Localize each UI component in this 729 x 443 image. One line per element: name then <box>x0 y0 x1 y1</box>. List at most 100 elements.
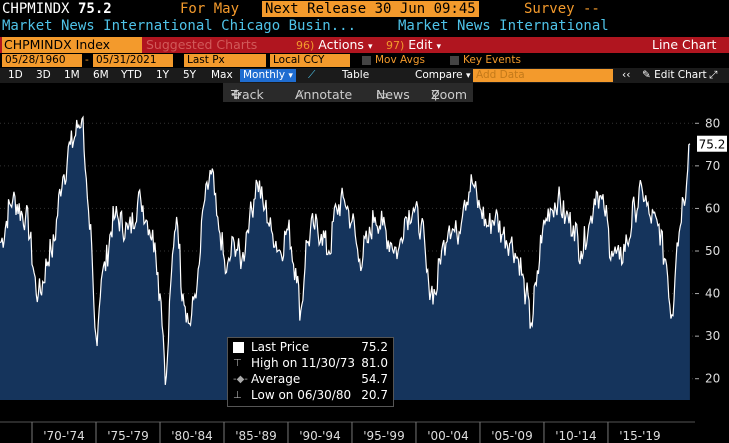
last-value: 75.2 <box>78 1 112 17</box>
edit-num: 97) <box>386 39 405 52</box>
x-tick-label: '05-'09 <box>491 429 532 443</box>
date-separator: - <box>85 54 89 66</box>
range-5y[interactable]: 5Y <box>183 69 197 81</box>
y-tick-label: 70 <box>705 159 720 173</box>
range-3d[interactable]: 3D <box>36 69 51 81</box>
y-tick-label: 30 <box>705 329 720 343</box>
x-tick-label: '80-'84 <box>171 429 212 443</box>
price-chart[interactable]: 20 30 40 50 60 70 80 '70-'74 '75-'79 '80-'84 '85-… <box>0 102 729 443</box>
x-tick-label: '70-'74 <box>43 429 84 443</box>
x-tick-label: '10-'14 <box>555 429 596 443</box>
menu-bar <box>0 37 729 53</box>
mov-avgs-checkbox[interactable] <box>362 56 371 65</box>
range-max[interactable]: Max <box>211 69 233 81</box>
y-tick-label: 20 <box>705 372 720 386</box>
y-tick-label: 50 <box>705 244 720 258</box>
news-label: News <box>376 87 410 102</box>
legend-label: Low on 06/30/80 <box>251 388 352 402</box>
y-tick-label: 60 <box>705 201 720 215</box>
field-select[interactable]: Last Px <box>184 54 266 67</box>
period-label: For May <box>180 1 240 17</box>
legend-average: -◆- Average 54.7 <box>233 372 388 387</box>
source-left: Market News International Chicago Busin.… <box>2 18 357 34</box>
last-value-box <box>697 135 727 152</box>
chart-toolbar: ✣ Track ⟋ Annotate ▭ News ⚲ Zoom <box>223 83 473 102</box>
legend-label: Last Price <box>251 340 310 354</box>
track-label: Track <box>231 87 264 102</box>
actions-label: Actions <box>318 37 364 52</box>
collapse-icon[interactable]: ‹‹ <box>622 69 631 81</box>
low-marker-icon: ⊥ <box>233 390 242 401</box>
edit-menu[interactable]: 97) Edit ▾ <box>386 37 441 53</box>
frequency-select[interactable]: Monthly ▾ <box>240 69 296 82</box>
expand-icon[interactable]: ⤢ <box>709 69 718 81</box>
chevron-down-icon: ▾ <box>367 42 373 52</box>
legend-low: ⊥ Low on 06/30/80 20.7 <box>233 388 388 403</box>
price-line <box>0 115 691 385</box>
chevron-down-icon: ▾ <box>465 71 471 81</box>
x-tick-label: '15-'19 <box>619 429 660 443</box>
legend-value: 54.7 <box>361 372 388 386</box>
crosshair-icon: ✣ <box>231 87 242 102</box>
annotate-icon: ⟋ <box>295 87 304 102</box>
line-chart-icon[interactable]: ⟋ <box>308 69 316 81</box>
legend-value: 20.7 <box>361 388 388 402</box>
end-date[interactable]: 05/31/2021 <box>93 54 173 67</box>
ticker-symbol[interactable]: CHPMINDX <box>2 1 70 17</box>
chevron-down-icon: ▾ <box>288 71 293 81</box>
legend-value: 81.0 <box>361 356 388 370</box>
compare-button[interactable]: Compare ▾ <box>415 68 471 84</box>
range-ytd[interactable]: YTD <box>121 69 142 81</box>
area-fill <box>0 117 690 401</box>
key-events-checkbox[interactable] <box>450 56 459 65</box>
high-marker-icon: ⊤ <box>233 358 242 369</box>
header-row: CHPMINDX 75.2 For May Next Release 30 Ju… <box>0 0 729 19</box>
zoom-label: Zoom <box>431 87 468 102</box>
survey: Survey -- <box>524 1 600 17</box>
params-bar: 05/28/1960 - 05/31/2021 Last Px Local CC… <box>0 54 729 68</box>
security-field[interactable]: CHPMINDX Index <box>2 37 142 53</box>
range-1d[interactable]: 1D <box>8 69 23 81</box>
x-axis: '70-'74 '75-'79 '80-'84 '85-'89 '90-'94 '95-'… <box>0 400 729 443</box>
zoom-icon: ⚲ <box>431 87 441 102</box>
table-button[interactable]: Table <box>342 69 370 81</box>
range-1y[interactable]: 1Y <box>156 69 170 81</box>
range-6m[interactable]: 6M <box>93 69 109 81</box>
chevron-down-icon: ▾ <box>436 42 442 52</box>
range-1m[interactable]: 1M <box>64 69 80 81</box>
news-icon: ▭ <box>376 87 388 102</box>
frequency-label: Monthly <box>243 69 286 81</box>
x-tick-label: '90-'94 <box>299 429 340 443</box>
suggested-charts[interactable]: Suggested Charts <box>146 37 258 52</box>
x-tick-label: '75-'79 <box>107 429 148 443</box>
pencil-icon: ✎ <box>642 69 655 81</box>
edit-chart-label: Edit Chart <box>654 69 707 81</box>
y-tick-label: 80 <box>705 116 720 130</box>
source-row: Market News International Chicago Busin.… <box>0 18 729 36</box>
currency-select[interactable]: Local CCY <box>270 54 350 67</box>
legend-label: High on 11/30/73 <box>251 356 356 370</box>
actions-num: 96) <box>296 39 315 52</box>
edit-label: Edit <box>408 37 433 52</box>
legend-value: 75.2 <box>361 340 388 354</box>
legend-last-price: Last Price 75.2 <box>233 340 388 355</box>
last-value-text: 75.2 <box>699 138 726 152</box>
legend-high: ⊤ High on 11/30/73 81.0 <box>233 356 388 371</box>
annotate-label: Annotate <box>295 87 353 102</box>
source-right: Market News International <box>398 18 609 34</box>
compare-label: Compare <box>415 69 463 81</box>
edit-chart-button[interactable]: ✎ Edit Chart <box>642 68 707 83</box>
square-icon <box>233 342 244 353</box>
range-bar: 1D 3D 1M 6M YTD 1Y 5Y Max Monthly ▾ ⟋ Ta… <box>0 68 729 83</box>
legend-label: Average <box>251 372 301 386</box>
x-tick-label: '00-'04 <box>427 429 468 443</box>
last-value-marker: 75.2 <box>697 135 727 152</box>
next-release: Next Release 30 Jun 09:45 <box>262 1 479 17</box>
start-date[interactable]: 05/28/1960 <box>2 54 82 67</box>
actions-menu[interactable]: 96) Actions ▾ <box>296 37 372 53</box>
add-data-input[interactable]: Add Data <box>473 69 613 82</box>
chart-type[interactable]: Line Chart <box>652 37 717 52</box>
y-tick-label: 40 <box>705 287 720 301</box>
legend-box: Last Price 75.2 ⊤ High on 11/30/73 81.0 … <box>227 337 394 407</box>
y-axis: 20 30 40 50 60 70 80 <box>695 116 720 386</box>
